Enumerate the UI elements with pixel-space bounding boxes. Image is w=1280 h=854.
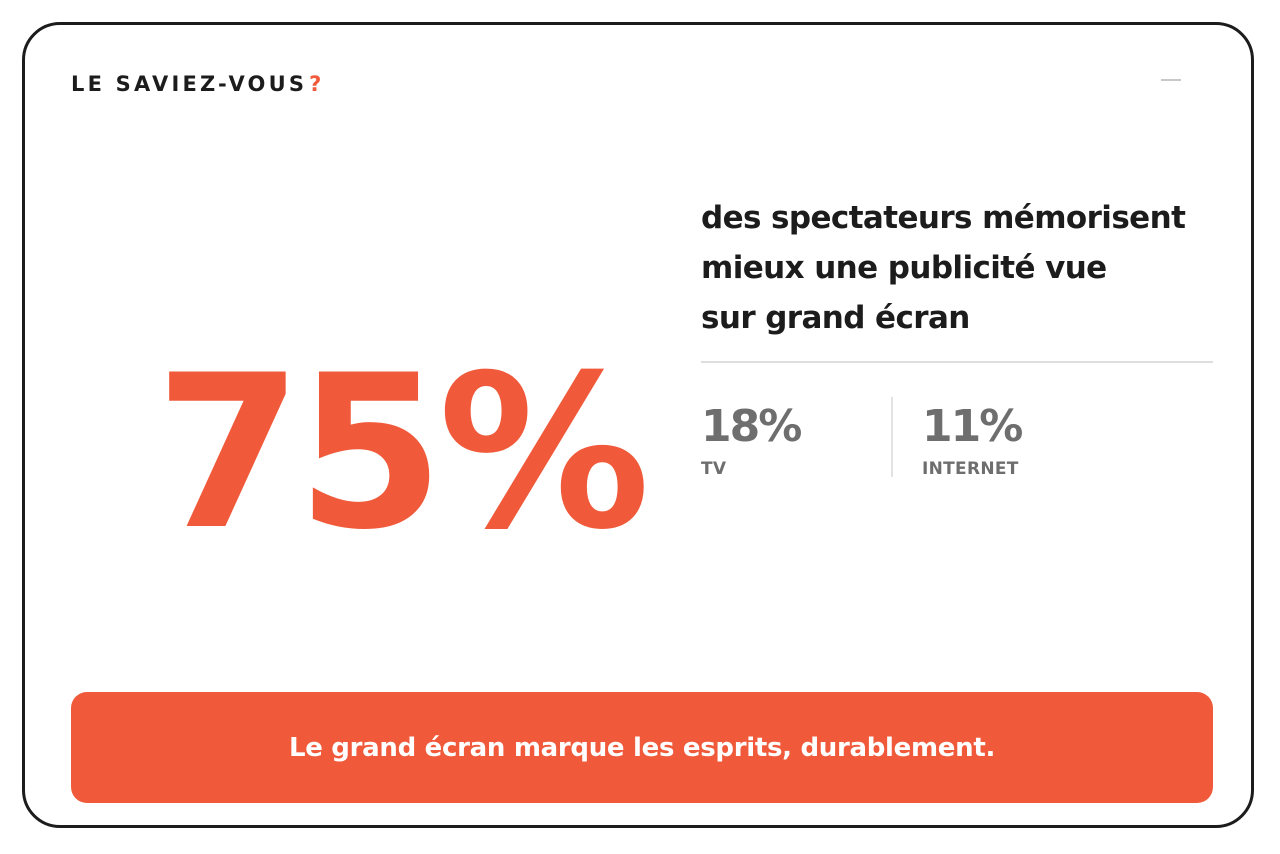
statement-text: des spectateurs mémorisent mieux une pub… (701, 193, 1221, 343)
question-mark: ? (309, 72, 325, 96)
card-title-text: LE SAVIEZ-VOUS (71, 72, 308, 96)
conclusion-banner: Le grand écran marque les esprits, durab… (71, 692, 1213, 803)
comparison-internet: 11% INTERNET (922, 401, 1023, 480)
main-percentage: 75% (155, 329, 650, 576)
info-card: LE SAVIEZ-VOUS? 75% des spectateurs mémo… (22, 22, 1254, 828)
comparison-internet-value: 11% (922, 401, 1023, 452)
comparison-tv-value: 18% (701, 401, 802, 452)
decorative-dash (1161, 79, 1181, 81)
conclusion-text: Le grand écran marque les esprits, durab… (288, 732, 996, 763)
comparison-tv-label: TV (701, 459, 727, 479)
horizontal-divider (701, 361, 1213, 363)
statement-line-3: sur grand écran (701, 300, 970, 336)
comparison-internet-label: INTERNET (922, 459, 1019, 479)
comparison-tv: 18% TV (701, 401, 802, 480)
statement-line-1: des spectateurs mémorisent (701, 200, 1186, 236)
card-title: LE SAVIEZ-VOUS? (71, 72, 325, 96)
statement-line-2: mieux une publicité vue (701, 250, 1107, 286)
vertical-divider (891, 397, 893, 477)
